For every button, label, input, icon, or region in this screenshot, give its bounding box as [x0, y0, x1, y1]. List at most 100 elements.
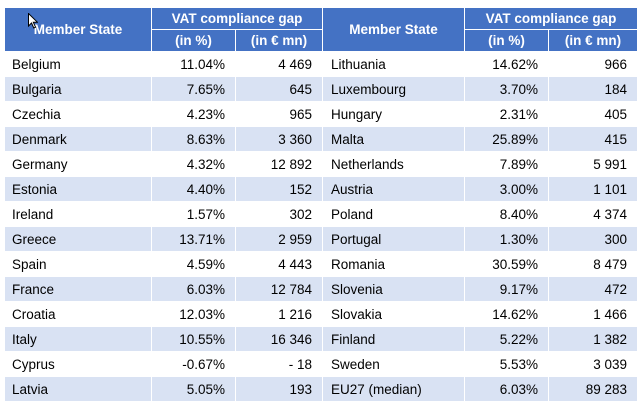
mn-cell: 4 443	[235, 251, 323, 277]
pct-cell: 8.63%	[151, 126, 236, 152]
table-body: Belgium 11.04% 4 469 Lithuania 14.62% 966 Bulg…	[4, 51, 638, 402]
pct-cell: 2.31%	[464, 101, 549, 127]
mn-cell: 645	[235, 76, 323, 102]
member-state-cell: Romania	[322, 251, 465, 277]
member-state-cell: Portugal	[322, 226, 465, 252]
table-row: Greece 13.71% 2 959 Portugal 1.30% 300	[4, 226, 638, 252]
pct-cell: 14.62%	[464, 51, 549, 77]
pct-cell: 4.40%	[151, 176, 236, 202]
pct-cell: 1.57%	[151, 201, 236, 227]
mn-cell: 3 360	[235, 126, 323, 152]
table-row: Ireland 1.57% 302 Poland 8.40% 4 374	[4, 201, 638, 227]
member-state-header-right: Member State	[322, 7, 465, 52]
table-row: Italy 10.55% 16 346 Finland 5.22% 1 382	[4, 326, 638, 352]
member-state-cell: France	[4, 276, 152, 302]
mn-cell: 5 991	[548, 151, 638, 177]
member-state-cell: Croatia	[4, 301, 152, 327]
mn-cell: 1 382	[548, 326, 638, 352]
member-state-cell: Finland	[322, 326, 465, 352]
member-state-cell: Malta	[322, 126, 465, 152]
member-state-cell: Greece	[4, 226, 152, 252]
mn-cell: 472	[548, 276, 638, 302]
table-row: Cyprus -0.67% - 18 Sweden 5.53% 3 039	[4, 351, 638, 377]
mn-cell: 2 959	[235, 226, 323, 252]
mn-cell: 12 892	[235, 151, 323, 177]
member-state-cell: Latvia	[4, 376, 152, 402]
pct-cell: 5.05%	[151, 376, 236, 402]
pct-cell: 14.62%	[464, 301, 549, 327]
pct-cell: 13.71%	[151, 226, 236, 252]
pct-cell: 4.59%	[151, 251, 236, 277]
vat-gap-header-left: VAT compliance gap	[151, 7, 323, 30]
member-state-cell: Slovakia	[322, 301, 465, 327]
table-row: Germany 4.32% 12 892 Netherlands 7.89% 5 991	[4, 151, 638, 177]
vat-gap-header-right: VAT compliance gap	[464, 7, 638, 30]
mn-cell: 193	[235, 376, 323, 402]
mn-cell: 8 479	[548, 251, 638, 277]
mn-cell: 89 283	[548, 376, 638, 402]
table-row: Bulgaria 7.65% 645 Luxembourg 3.70% 184	[4, 76, 638, 102]
pct-cell: 1.30%	[464, 226, 549, 252]
pct-cell: 7.89%	[464, 151, 549, 177]
pct-cell: 9.17%	[464, 276, 549, 302]
member-state-cell: Spain	[4, 251, 152, 277]
mn-cell: 405	[548, 101, 638, 127]
member-state-cell: Luxembourg	[322, 76, 465, 102]
mn-cell: 12 784	[235, 276, 323, 302]
mn-cell: 4 374	[548, 201, 638, 227]
member-state-header-left: Member State	[4, 7, 152, 52]
pct-cell: 8.40%	[464, 201, 549, 227]
pct-header-right: (in %)	[464, 29, 549, 52]
mn-cell: 1 216	[235, 301, 323, 327]
pct-cell: 7.65%	[151, 76, 236, 102]
table-row: Belgium 11.04% 4 469 Lithuania 14.62% 966	[4, 51, 638, 77]
pct-cell: 3.00%	[464, 176, 549, 202]
mn-cell: 415	[548, 126, 638, 152]
header-row-sub: (in %) (in € mn) (in %) (in € mn)	[5, 29, 638, 52]
pct-cell: 6.03%	[151, 276, 236, 302]
member-state-cell: Belgium	[4, 51, 152, 77]
mn-cell: 16 346	[235, 326, 323, 352]
table-row: Czechia 4.23% 965 Hungary 2.31% 405	[4, 101, 638, 127]
table-row: Latvia 5.05% 193 EU27 (median) 6.03% 89 283	[4, 376, 638, 402]
mn-cell: - 18	[235, 351, 323, 377]
pct-cell: 6.03%	[464, 376, 549, 402]
mn-cell: 302	[235, 201, 323, 227]
mn-cell: 300	[548, 226, 638, 252]
pct-header-left: (in %)	[151, 29, 236, 52]
mn-cell: 184	[548, 76, 638, 102]
mn-cell: 3 039	[548, 351, 638, 377]
member-state-cell: Poland	[322, 201, 465, 227]
mn-cell: 1 101	[548, 176, 638, 202]
member-state-cell: Ireland	[4, 201, 152, 227]
pct-cell: 25.89%	[464, 126, 549, 152]
header-row-top: Member State VAT compliance gap Member S…	[4, 7, 638, 52]
member-state-cell: Cyprus	[4, 351, 152, 377]
member-state-cell: Germany	[4, 151, 152, 177]
pct-cell: 30.59%	[464, 251, 549, 277]
pct-cell: 4.32%	[151, 151, 236, 177]
member-state-cell: Italy	[4, 326, 152, 352]
table-row: Croatia 12.03% 1 216 Slovakia 14.62% 1 466	[4, 301, 638, 327]
member-state-cell: Austria	[322, 176, 465, 202]
pct-cell: 3.70%	[464, 76, 549, 102]
member-state-cell: EU27 (median)	[322, 376, 465, 402]
pct-cell: 12.03%	[151, 301, 236, 327]
member-state-cell: Czechia	[4, 101, 152, 127]
mn-cell: 1 466	[548, 301, 638, 327]
mn-cell: 152	[235, 176, 323, 202]
member-state-cell: Hungary	[322, 101, 465, 127]
member-state-cell: Denmark	[4, 126, 152, 152]
mn-header-left: (in € mn)	[235, 29, 323, 52]
member-state-cell: Estonia	[4, 176, 152, 202]
table-row: France 6.03% 12 784 Slovenia 9.17% 472	[4, 276, 638, 302]
member-state-cell: Netherlands	[322, 151, 465, 177]
member-state-cell: Lithuania	[322, 51, 465, 77]
pct-cell: 11.04%	[151, 51, 236, 77]
pct-cell: 4.23%	[151, 101, 236, 127]
table-row: Spain 4.59% 4 443 Romania 30.59% 8 479	[4, 251, 638, 277]
pct-cell: 5.22%	[464, 326, 549, 352]
mn-cell: 965	[235, 101, 323, 127]
member-state-cell: Slovenia	[322, 276, 465, 302]
mn-header-right: (in € mn)	[548, 29, 638, 52]
